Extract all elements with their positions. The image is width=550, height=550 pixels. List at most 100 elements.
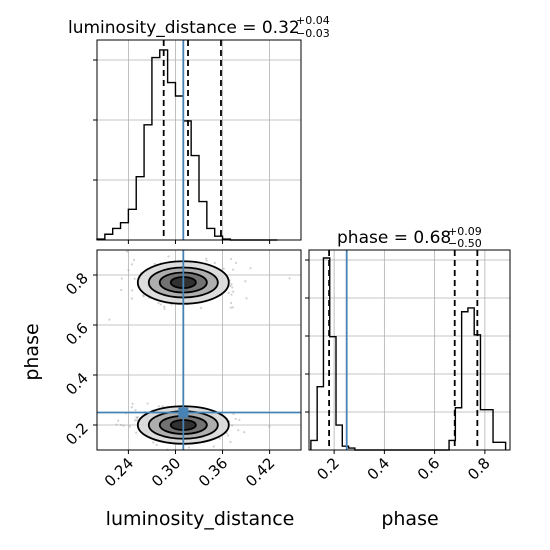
scatter-point [212, 445, 215, 448]
scatter-point [128, 425, 131, 428]
scatter-point [152, 441, 155, 444]
scatter-point [130, 406, 134, 409]
dl-title-main: luminosity_distance = 0.32 [68, 18, 300, 38]
scatter-point [244, 280, 247, 283]
y-tick-label: 0.6 [62, 319, 92, 349]
scatter-point [229, 440, 232, 444]
scatter-point [135, 431, 138, 434]
x-tick-label: 0.30 [148, 454, 184, 490]
histogram-steps [96, 49, 278, 241]
scatter-point [163, 305, 166, 308]
scatter-point [122, 424, 125, 427]
scatter-point [231, 306, 234, 309]
scatter-point [146, 402, 149, 405]
x-tick-label: 0.6 [414, 454, 444, 484]
scatter-point [133, 277, 136, 280]
scatter-point [120, 277, 123, 280]
scatter-point [161, 405, 164, 408]
scatter-point [119, 423, 123, 427]
scatter-point [268, 425, 271, 428]
panel-frame [96, 249, 302, 451]
scatter-point [120, 288, 123, 292]
scatter-point [229, 257, 233, 261]
scatter-point [230, 293, 233, 296]
phase-title: phase = 0.68 +0.09 −0.50 [337, 225, 482, 250]
scatter-point [130, 297, 133, 300]
scatter-point [108, 318, 111, 321]
x-tick-label: 0.2 [313, 454, 343, 484]
scatter-point [163, 307, 166, 310]
scatter-point [205, 257, 208, 260]
scatter-point [131, 289, 134, 292]
scatter-point [132, 258, 136, 262]
scatter-point [200, 306, 203, 310]
scatter-point [232, 268, 235, 271]
y-tick-label: 0.8 [62, 269, 92, 299]
luminosity-distance-histogram [93, 39, 302, 244]
x-axis-label-phase: phase [381, 508, 438, 530]
scatter-point [245, 297, 248, 300]
phase-title-upper: +0.09 [448, 225, 482, 238]
scatter-point [218, 437, 221, 440]
scatter-point [227, 434, 230, 437]
scatter-point [230, 282, 233, 286]
scatter-point [157, 405, 160, 408]
histogram-steps [310, 257, 507, 451]
scatter-point [229, 306, 232, 309]
scatter-point [227, 291, 230, 294]
phase-title-main: phase = 0.68 [337, 228, 451, 248]
scatter-point [136, 416, 139, 419]
x-tick-label: 0.8 [464, 454, 494, 484]
scatter-point [115, 423, 118, 426]
scatter-point [213, 261, 216, 265]
scatter-point [131, 402, 134, 405]
scatter-point [231, 286, 234, 289]
scatter-point [130, 263, 133, 266]
phase-title-lower: −0.50 [448, 237, 482, 250]
luminosity-distance-title: luminosity_distance = 0.32 +0.04 −0.03 [68, 14, 330, 40]
y-tick-label: 0.2 [62, 419, 92, 449]
x-tick-label: 0.36 [195, 454, 231, 490]
scatter-point [187, 446, 191, 449]
panel-frame [96, 39, 302, 241]
scatter-point [249, 267, 252, 270]
scatter-point [238, 418, 241, 422]
x-tick-label: 0.4 [364, 454, 394, 484]
joint-density-panel: 0.24 0.30 0.36 0.42 0.2 0.4 0.6 0.8 [62, 249, 302, 490]
scatter-point [288, 277, 291, 280]
scatter-point [142, 295, 145, 298]
scatter-point [167, 255, 170, 258]
scatter-point [230, 301, 233, 305]
scatter-point [243, 431, 246, 434]
scatter-point [134, 408, 137, 412]
scatter-point [234, 417, 237, 421]
scatter-point [136, 416, 139, 419]
svg-text:luminosity_distance = 0.32: luminosity_distance = 0.32 [68, 18, 300, 38]
scatter-point [229, 284, 232, 288]
scatter-point [135, 419, 138, 422]
scatter-point [135, 416, 138, 419]
x-tick-label: 0.42 [242, 454, 278, 490]
truth-marker [178, 407, 189, 418]
scatter-point [205, 259, 208, 262]
scatter-point [157, 301, 160, 305]
scatter-point [142, 294, 145, 297]
dl-title-lower: −0.03 [296, 27, 330, 40]
scatter-point [159, 303, 162, 306]
scatter-point [127, 269, 130, 272]
scatter-point [117, 419, 120, 422]
scatter-point [232, 290, 235, 293]
phase-histogram: 0.2 0.4 0.6 0.8 [305, 249, 511, 484]
y-tick-label: 0.4 [62, 369, 92, 399]
scatter-point [133, 419, 137, 422]
x-axis-label-luminosity-distance: luminosity_distance [106, 508, 295, 530]
scatter-point [153, 262, 156, 265]
scatter-point [234, 261, 238, 265]
scatter-point [237, 429, 240, 432]
scatter-point [170, 303, 173, 306]
dl-title-upper: +0.04 [296, 14, 330, 27]
x-tick-label: 0.24 [101, 454, 137, 490]
y-axis-label-phase: phase [21, 323, 43, 380]
scatter-point [125, 250, 129, 253]
